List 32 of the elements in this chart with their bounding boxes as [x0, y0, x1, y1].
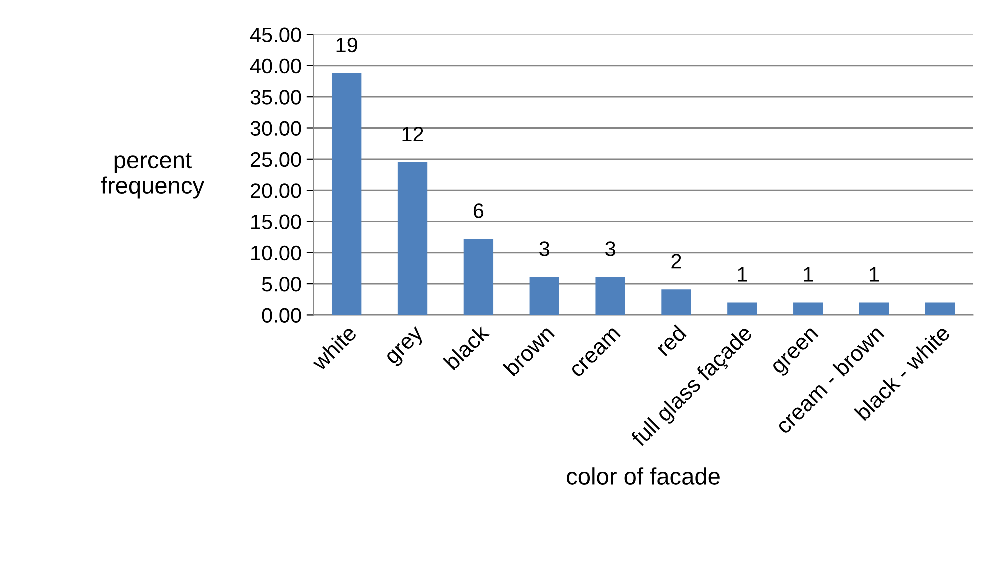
- y-tick-label: 35.00: [250, 90, 302, 105]
- bar: [728, 302, 758, 316]
- y-tick-label: 10.00: [252, 246, 302, 261]
- bar: [662, 290, 692, 316]
- y-tick-label: 40.00: [250, 58, 302, 74]
- bar: [925, 302, 956, 316]
- x-tick-label: red: [654, 324, 688, 357]
- bar: [596, 277, 626, 316]
- y-tick-label: 45.00: [250, 28, 302, 43]
- annotation: 1: [870, 267, 880, 282]
- y-axis-title: percent frequency: [101, 153, 205, 199]
- bar: [530, 277, 560, 316]
- annotation: 3: [540, 242, 550, 256]
- y-tick-label: 25.00: [250, 152, 302, 168]
- x-axis-title: color of facade: [567, 468, 720, 485]
- y-tick-label: 20.00: [250, 184, 302, 198]
- annotation: 19: [336, 38, 358, 53]
- annotation: 12: [402, 126, 424, 142]
- annotation: 1: [738, 267, 748, 282]
- y-tick-label: 0.00: [262, 308, 302, 323]
- bar: [398, 162, 428, 316]
- bar: [794, 302, 824, 316]
- y-tick-label: 5.00: [262, 277, 302, 292]
- bar: [859, 302, 890, 316]
- annotation: 3: [606, 242, 616, 256]
- bar: [464, 239, 494, 316]
- annotation: 6: [474, 204, 484, 218]
- y-tick-label: 30.00: [250, 121, 302, 136]
- y-tick-label: 15.00: [252, 214, 302, 230]
- bar: [332, 73, 362, 316]
- annotation: 1: [804, 267, 814, 282]
- annotation: 2: [672, 254, 682, 269]
